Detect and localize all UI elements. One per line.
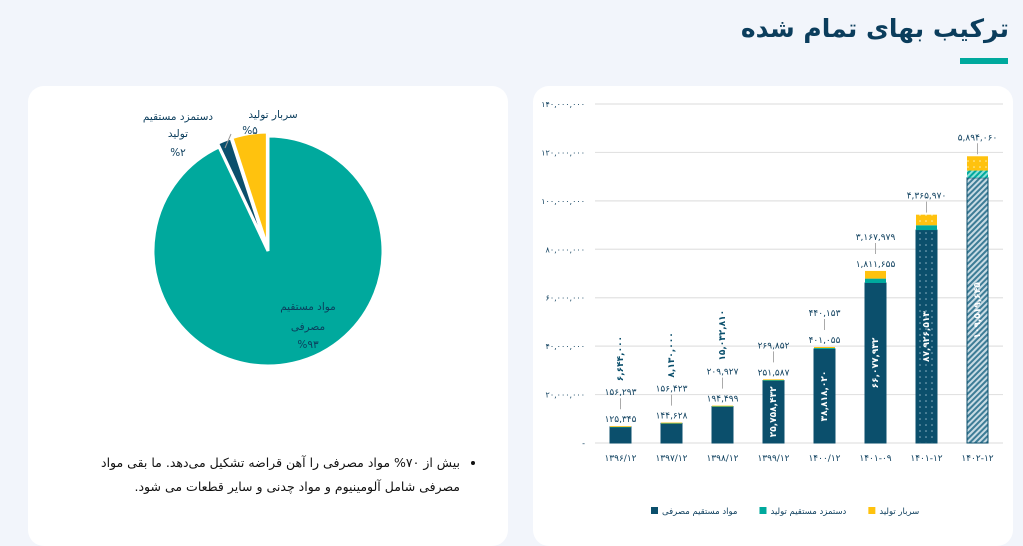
bar-value-label: ۴۴۰,۱۵۳ bbox=[809, 309, 841, 319]
bar-value-label: ۸,۱۳۰,۰۰۰ bbox=[667, 332, 677, 377]
x-tick-label: ۱۳۹۶/۱۲ bbox=[604, 454, 636, 464]
bar-segment bbox=[865, 270, 886, 279]
y-tick-label: ۱۰۰,۰۰۰,۰۰۰ bbox=[541, 197, 585, 206]
bar-segment bbox=[814, 346, 835, 349]
note-item: بیش از ۷۰% مواد مصرفی را آهن قراضه تشکیل… bbox=[58, 451, 460, 499]
bar-segment bbox=[763, 380, 784, 381]
legend-swatch bbox=[868, 507, 876, 514]
y-tick-label: ۶۰,۰۰۰,۰۰۰ bbox=[546, 294, 585, 303]
legend-swatch bbox=[759, 507, 767, 514]
bar-segment bbox=[814, 348, 835, 350]
bar-segment bbox=[711, 406, 734, 444]
bar-segment bbox=[763, 379, 784, 381]
x-tick-label: ۱۴۰۱-۰۹ bbox=[859, 454, 891, 464]
y-tick-label: - bbox=[582, 439, 585, 448]
bar-value-label: ۱۵,۰۳۲,۸۱۰ bbox=[718, 310, 728, 361]
leader-line bbox=[224, 133, 232, 149]
pie-label-material-pct: %۹۳ bbox=[297, 339, 319, 351]
bar-value-label: ۳۸,۸۱۸,۰۲۰ bbox=[820, 371, 830, 422]
bar-value-label: ۴,۳۶۵,۹۷۰ bbox=[907, 192, 947, 202]
x-tick-label: ۱۳۹۹/۱۲ bbox=[757, 454, 789, 464]
y-tick-label: ۱۲۰,۰۰۰,۰۰۰ bbox=[541, 148, 585, 157]
bar-segment bbox=[660, 422, 683, 444]
bar-value-label: ۳,۱۶۷,۹۷۹ bbox=[856, 233, 896, 243]
bar-value-label: ۱,۸۱۱,۶۵۵ bbox=[856, 260, 896, 270]
title-underline bbox=[960, 58, 1008, 64]
pie-card: سربار تولید %۵ دستمزد مستقیم تولید %۲ مو… bbox=[28, 86, 508, 546]
bar-segment bbox=[712, 406, 733, 407]
pie-label-overhead-pct: %۵ bbox=[242, 125, 258, 137]
bar-card: - ۲۰,۰۰۰,۰۰۰ ۴۰,۰۰۰,۰۰۰ ۶۰,۰۰۰,۰۰۰ ۸۰,۰۰۰,۰۰… bbox=[533, 86, 1013, 546]
pie-label-labour-name: دستمزد مستقیم bbox=[143, 111, 213, 123]
legend-label: دستمزد مستقیم تولید bbox=[770, 507, 846, 517]
bar-value-label: ۵,۸۹۴,۰۶۰ bbox=[958, 133, 998, 143]
x-tick-label: ۱۴۰۱-۱۲ bbox=[910, 454, 942, 464]
legend-label: سربار تولید bbox=[879, 507, 919, 517]
bar-value-label: ۱۹۴,۴۹۹ bbox=[707, 395, 739, 405]
legend-label: مواد مستقیم مصرفی bbox=[662, 507, 737, 517]
bar-value-label: ۱۵۶,۴۲۳ bbox=[656, 385, 688, 395]
y-tick-label: ۴۰,۰۰۰,۰۰۰ bbox=[546, 342, 585, 351]
y-tick-label: ۱۴۰,۰۰۰,۰۰۰ bbox=[541, 100, 585, 109]
bar-value-label: ۱۵۶,۲۹۳ bbox=[605, 388, 637, 398]
bar-segment bbox=[712, 405, 733, 407]
bar-segment bbox=[865, 278, 886, 283]
bar-segment bbox=[661, 422, 682, 424]
bar-value-label: ۶,۶۴۴,۰۰۰ bbox=[616, 336, 626, 381]
stacked-bar-chart: - ۲۰,۰۰۰,۰۰۰ ۴۰,۰۰۰,۰۰۰ ۶۰,۰۰۰,۰۰۰ ۸۰,۰۰۰,۰۰… bbox=[541, 100, 1003, 517]
page-title: ترکیب بهای تمام شده bbox=[740, 14, 1009, 43]
pie-chart: سربار تولید %۵ دستمزد مستقیم تولید %۲ مو… bbox=[143, 109, 385, 368]
pie-slice bbox=[151, 134, 385, 368]
bar-value-label: ۸۷,۹۲۶,۵۱۳ bbox=[922, 311, 932, 362]
pie-label-labour-name2: تولید bbox=[168, 128, 188, 140]
bar-value-label: ۲۶۹,۸۵۲ bbox=[758, 341, 790, 351]
y-tick-label: ۸۰,۰۰۰,۰۰۰ bbox=[546, 245, 585, 254]
bar-value-label: ۱۲۵,۳۴۵ bbox=[605, 415, 637, 425]
bar-value-label: ۶۶,۰۷۷,۹۳۲ bbox=[871, 337, 881, 388]
bar-value-label: ۱۴۴,۶۲۸ bbox=[656, 412, 688, 422]
x-tick-label: ۱۳۹۷/۱۲ bbox=[655, 454, 687, 464]
bar-segment bbox=[916, 214, 937, 226]
bar-value-label: ۲۰۹,۹۲۷ bbox=[707, 368, 739, 378]
bar-value-label: ۱۰۹,۵۱۹,۶۴۵ bbox=[973, 282, 983, 339]
pie-label-overhead-name: سربار تولید bbox=[248, 109, 297, 121]
pie-label-labour-pct: %۲ bbox=[170, 147, 186, 159]
pie-label-material-name1: مواد مستقیم bbox=[280, 301, 336, 313]
note-list: بیش از ۷۰% مواد مصرفی را آهن قراضه تشکیل… bbox=[58, 451, 478, 499]
bar-segment bbox=[609, 426, 632, 444]
y-tick-label: ۲۰,۰۰۰,۰۰۰ bbox=[546, 391, 585, 400]
x-tick-label: ۱۳۹۸/۱۲ bbox=[706, 454, 738, 464]
bar-segment bbox=[916, 225, 937, 231]
pie-label-material-name2: مصرفی bbox=[291, 321, 325, 333]
x-tick-label: ۱۴۰۲-۱۲ bbox=[961, 454, 993, 464]
bar-value-label: ۲۵,۷۵۸,۴۳۲ bbox=[769, 386, 779, 437]
pie-slice bbox=[229, 130, 269, 248]
bar-segment bbox=[967, 156, 988, 171]
bar-value-label: ۴۰۱,۰۵۵ bbox=[809, 336, 841, 346]
bar-segment bbox=[610, 426, 631, 428]
bar-value-label: ۲۵۱,۵۸۷ bbox=[758, 368, 790, 378]
legend-swatch bbox=[651, 507, 658, 514]
x-tick-label: ۱۴۰۰/۱۲ bbox=[808, 454, 840, 464]
bar-segment bbox=[967, 170, 988, 178]
